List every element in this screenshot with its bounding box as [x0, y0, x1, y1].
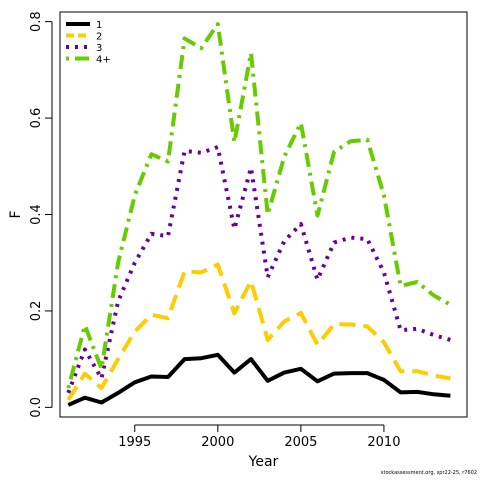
series-line-2: [66, 262, 451, 402]
series-line-3: [66, 145, 451, 394]
legend-label: 3: [96, 43, 102, 54]
y-tick-label: 0.0: [29, 397, 44, 418]
y-tick-label: 0.6: [29, 108, 44, 129]
series-lines: [66, 22, 452, 407]
x-axis: 1995 2000 2005 2010: [118, 424, 400, 450]
y-axis: 0.0 0.2 0.4 0.6 0.8: [29, 11, 53, 418]
plot-area-frame: [59, 11, 468, 418]
series-line-1: [67, 352, 451, 407]
y-tick-label: 0.4: [29, 204, 44, 225]
x-tick-label: 2010: [367, 435, 400, 450]
footer-credit: stockassessment.org, spr22-25, r7602: [380, 470, 477, 476]
x-axis-label: Year: [248, 454, 279, 470]
x-tick-label: 1995: [118, 435, 151, 450]
x-tick-label: 2005: [284, 435, 317, 450]
legend-label: 2: [96, 32, 102, 43]
legend-label: 4+: [96, 55, 111, 66]
x-tick-label: 2000: [201, 435, 234, 450]
legend-label: 1: [96, 20, 102, 31]
y-axis-label: F: [8, 210, 24, 218]
series-line-4plus: [66, 22, 452, 389]
y-tick-label: 0.2: [29, 301, 44, 322]
y-tick-label: 0.8: [29, 11, 44, 32]
